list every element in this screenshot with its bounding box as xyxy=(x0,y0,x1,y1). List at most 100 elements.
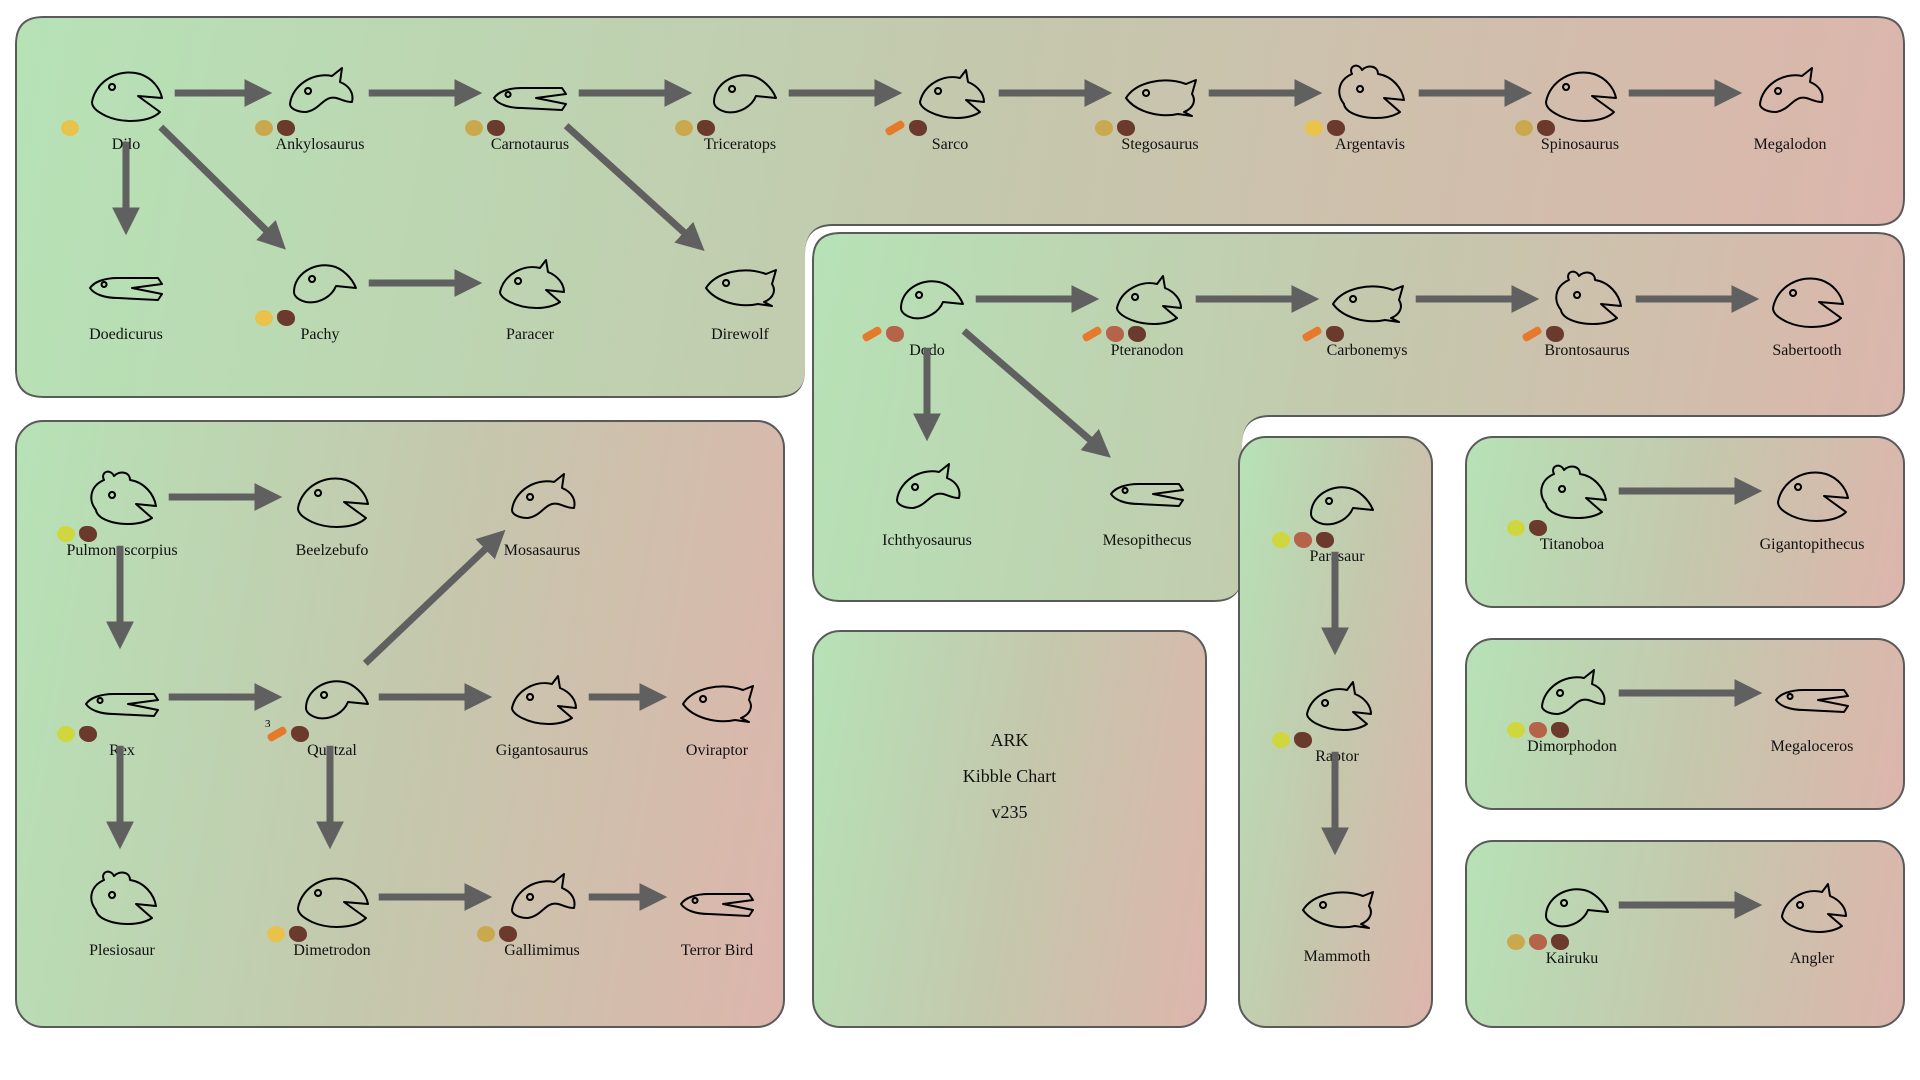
dino-node-ankylo: Ankylosaurus xyxy=(255,56,385,154)
rex-label: Rex xyxy=(57,742,187,760)
dino-node-titano: Titanoboa xyxy=(1507,456,1637,554)
ingredient-meat-icon xyxy=(1316,532,1334,548)
dino-node-plesio: Plesiosaur xyxy=(57,862,187,960)
panel-p4: ARK Kibble Chart v235 xyxy=(812,630,1207,1028)
dino-node-carno: Carnotaurus xyxy=(465,56,595,154)
dino-node-pulmo: Pulmonoscorpius xyxy=(57,462,187,560)
ingredient-cookedmeat-icon xyxy=(1529,934,1547,950)
ingredient-meat-icon xyxy=(1551,934,1569,950)
dodo-ingredients xyxy=(862,326,904,342)
beelze-label: Beelzebufo xyxy=(267,542,397,560)
ingredient-carrot-icon xyxy=(884,120,905,137)
argent-ingredients xyxy=(1305,120,1345,136)
ingredient-meat-icon xyxy=(291,726,309,742)
dino-node-ovi: Oviraptor xyxy=(652,662,782,760)
dino-node-spino: Spinosaurus xyxy=(1515,56,1645,154)
ingredient-qty: 3 xyxy=(265,718,271,730)
ovi-label: Oviraptor xyxy=(652,742,782,760)
ingredient-lemon-icon xyxy=(255,310,273,326)
dino-node-mosa: Mosasaurus xyxy=(477,462,607,560)
titano-label: Titanoboa xyxy=(1507,536,1637,554)
ankylo-ingredients xyxy=(255,120,295,136)
stego-ingredients xyxy=(1095,120,1135,136)
gigan-label: Gigantopithecus xyxy=(1747,536,1877,554)
dino-node-paracer: Paracer xyxy=(465,246,595,344)
angler-icon xyxy=(1769,870,1855,946)
mosa-label: Mosasaurus xyxy=(477,542,607,560)
ingredient-citron-icon xyxy=(1507,722,1525,738)
dino-node-bronto: Brontosaurus xyxy=(1522,262,1652,360)
ingredient-carrot-icon xyxy=(861,326,882,343)
ingredient-meat-icon xyxy=(79,526,97,542)
dino-node-megaloc: Megaloceros xyxy=(1747,658,1877,756)
dino-node-megalo: Megalodon xyxy=(1725,56,1855,154)
terror-label: Terror Bird xyxy=(652,942,782,960)
ingredient-meat-icon xyxy=(1551,722,1569,738)
dino-node-angler: Angler xyxy=(1747,870,1877,968)
dodo-label: Dodo xyxy=(862,342,992,360)
ingredient-meat-icon xyxy=(697,120,715,136)
ingredient-lemon-icon xyxy=(1305,120,1323,136)
ptera-label: Pteranodon xyxy=(1082,342,1212,360)
spino-label: Spinosaurus xyxy=(1515,136,1645,154)
dino-node-pachy: Pachy xyxy=(255,246,385,344)
title-line3: v235 xyxy=(814,794,1205,830)
dino-node-rex: Rex xyxy=(57,662,187,760)
ingredient-potato-icon xyxy=(465,120,483,136)
dino-node-saber: Sabertooth xyxy=(1742,262,1872,360)
ingredient-meat-icon xyxy=(277,120,295,136)
dino-node-stego: Stegosaurus xyxy=(1095,56,1225,154)
carno-ingredients xyxy=(465,120,505,136)
kairuku-ingredients xyxy=(1507,934,1569,950)
plesio-label: Plesiosaur xyxy=(57,942,187,960)
ingredient-potato-icon xyxy=(477,926,495,942)
dimetro-ingredients xyxy=(267,926,307,942)
argent-label: Argentavis xyxy=(1305,136,1435,154)
dino-node-parasaur: Parasaur xyxy=(1272,468,1402,566)
ichthy-label: Ichthyosaurus xyxy=(862,532,992,550)
carbo-label: Carbonemys xyxy=(1302,342,1432,360)
dimorph-ingredients xyxy=(1507,722,1569,738)
ingredient-carrot-icon xyxy=(1521,326,1542,343)
dino-node-trike: Triceratops xyxy=(675,56,805,154)
ingredient-meat-icon xyxy=(1326,326,1344,342)
dilo-ingredients xyxy=(61,120,79,136)
parasaur-ingredients xyxy=(1272,532,1334,548)
chart-title: ARK Kibble Chart v235 xyxy=(814,632,1205,830)
dino-node-dimorph: Dimorphodon xyxy=(1507,658,1637,756)
megalo-label: Megalodon xyxy=(1725,136,1855,154)
galli-label: Gallimimus xyxy=(477,942,607,960)
ingredient-potato-icon xyxy=(255,120,273,136)
ingredient-meat-icon xyxy=(1546,326,1564,342)
ingredient-meat-icon xyxy=(1537,120,1555,136)
quetz-ingredients: 3 xyxy=(267,726,309,742)
ingredient-cookedmeat-icon xyxy=(1106,326,1124,342)
dino-node-quetz: 3Quetzal xyxy=(267,662,397,760)
dimorph-label: Dimorphodon xyxy=(1507,738,1637,756)
ingredient-cookedmeat-icon xyxy=(1529,722,1547,738)
panel-p7: Dimorphodon Megaloceros xyxy=(1465,638,1905,810)
ingredient-potato-icon xyxy=(675,120,693,136)
rex-ingredients xyxy=(57,726,97,742)
ingredient-meat-icon xyxy=(1117,120,1135,136)
ingredient-carrot-icon xyxy=(1081,326,1102,343)
beelze-icon xyxy=(289,462,375,538)
title-line2: Kibble Chart xyxy=(814,758,1205,794)
giga-label: Gigantosaurus xyxy=(477,742,607,760)
trike-ingredients xyxy=(675,120,715,136)
bronto-ingredients xyxy=(1522,326,1564,342)
dino-node-ichthy: Ichthyosaurus xyxy=(862,452,992,550)
ingredient-cookedmeat-icon xyxy=(1294,532,1312,548)
direwolf-label: Direwolf xyxy=(675,326,805,344)
spino-ingredients xyxy=(1515,120,1555,136)
dino-node-argent: Argentavis xyxy=(1305,56,1435,154)
ptera-ingredients xyxy=(1082,326,1146,342)
terror-icon xyxy=(674,862,760,938)
ingredient-citron-icon xyxy=(57,526,75,542)
ovi-icon xyxy=(674,662,760,738)
ingredient-meat-icon xyxy=(909,120,927,136)
ingredient-meat-icon xyxy=(499,926,517,942)
dino-node-meso: Mesopithecus xyxy=(1082,452,1212,550)
dino-node-gigan: Gigantopithecus xyxy=(1747,456,1877,554)
ichthy-icon xyxy=(884,452,970,528)
